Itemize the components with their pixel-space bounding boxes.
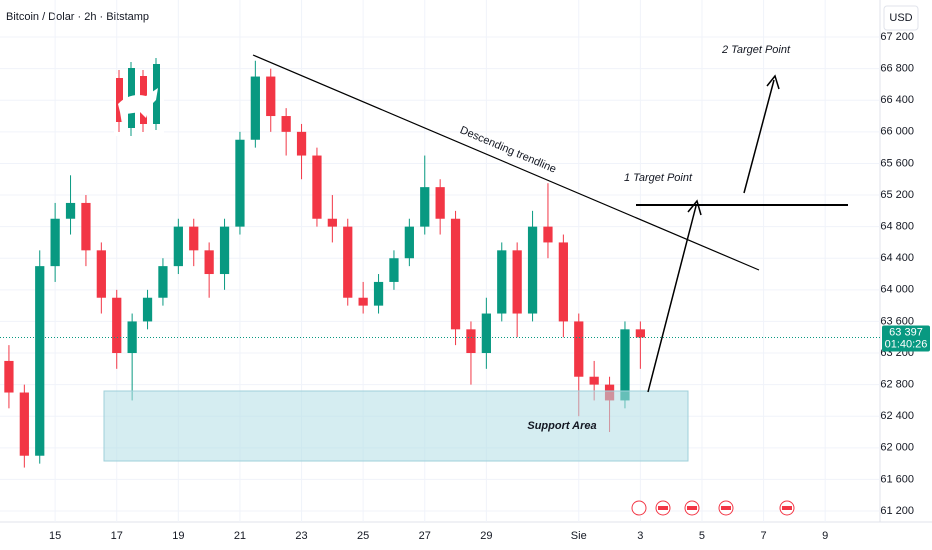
y-tick-label: 65 200 bbox=[880, 189, 914, 201]
y-tick-label: 65 600 bbox=[880, 157, 914, 169]
y-tick-label: 62 400 bbox=[880, 410, 914, 422]
candle-body bbox=[96, 250, 106, 298]
countdown-label: 01:40:26 bbox=[885, 338, 928, 350]
candle-body bbox=[527, 226, 538, 314]
candle-body bbox=[173, 226, 183, 267]
x-tick-label: 25 bbox=[357, 530, 369, 542]
candle-body bbox=[235, 139, 245, 227]
candle-body bbox=[435, 187, 445, 219]
candle-body bbox=[158, 266, 168, 298]
candle-body bbox=[142, 297, 153, 322]
y-tick-label: 61 600 bbox=[880, 473, 914, 485]
candle-body bbox=[420, 187, 430, 227]
candle-body bbox=[558, 242, 568, 322]
support-area bbox=[103, 390, 689, 462]
x-tick-label: Sie bbox=[571, 530, 587, 542]
arrow bbox=[647, 205, 697, 393]
x-tick-label: 23 bbox=[295, 530, 307, 542]
arrow-head bbox=[766, 74, 780, 90]
candle-body bbox=[450, 218, 461, 330]
candle-body bbox=[574, 321, 584, 377]
candle-body bbox=[389, 258, 399, 282]
y-tick-label: 67 200 bbox=[880, 31, 914, 43]
candle-body bbox=[312, 155, 322, 219]
event-icons bbox=[631, 500, 795, 516]
y-tick-label: 66 400 bbox=[880, 94, 914, 106]
candle-body bbox=[635, 329, 645, 338]
x-tick-label: 9 bbox=[822, 530, 828, 542]
x-tick-label: 19 bbox=[172, 530, 184, 542]
candle-body bbox=[189, 226, 199, 251]
candle-body bbox=[481, 313, 491, 354]
y-tick-label: 66 800 bbox=[880, 63, 914, 75]
arrow-head bbox=[687, 199, 702, 216]
x-tick-label: 15 bbox=[49, 530, 61, 542]
candle-body bbox=[589, 376, 599, 385]
last-price-label: 63 397 bbox=[889, 326, 923, 338]
y-tick-label: 63 600 bbox=[880, 315, 914, 327]
candle-body bbox=[35, 266, 45, 456]
y-tick-label: 66 000 bbox=[880, 126, 914, 138]
x-tick-label: 29 bbox=[480, 530, 492, 542]
candle-body bbox=[327, 218, 337, 227]
arrow bbox=[743, 79, 775, 194]
currency-button[interactable] bbox=[883, 5, 919, 31]
candle-body bbox=[343, 226, 353, 298]
candle-body bbox=[250, 76, 260, 140]
candle-body bbox=[358, 297, 368, 306]
candle-body bbox=[497, 250, 507, 314]
x-tick-label: 17 bbox=[111, 530, 123, 542]
y-tick-label: 61 200 bbox=[880, 505, 914, 517]
x-tick-label: 5 bbox=[699, 530, 705, 542]
candle-body bbox=[4, 360, 14, 393]
candle-body bbox=[296, 131, 307, 156]
candle-body bbox=[373, 281, 384, 306]
candle-body bbox=[543, 226, 553, 243]
candle-body bbox=[266, 76, 276, 117]
candle-body bbox=[19, 392, 29, 456]
candle-body bbox=[620, 329, 630, 401]
currency-label: USD bbox=[889, 12, 912, 24]
logo bbox=[114, 58, 164, 136]
candle-body bbox=[65, 202, 76, 219]
x-tick-label: 7 bbox=[761, 530, 767, 542]
candle-body bbox=[50, 218, 60, 267]
candle-body bbox=[281, 116, 291, 132]
candle-body bbox=[512, 250, 522, 314]
x-tick-label: 3 bbox=[637, 530, 643, 542]
target2-label: 2 Target Point bbox=[721, 44, 791, 56]
x-tick-label: 27 bbox=[419, 530, 431, 542]
candle-body bbox=[466, 329, 476, 354]
candle-body bbox=[112, 297, 122, 354]
candle-body bbox=[204, 250, 214, 275]
trendline bbox=[252, 54, 760, 271]
y-tick-label: 64 000 bbox=[880, 284, 914, 296]
y-tick-label: 64 800 bbox=[880, 221, 914, 233]
support-label: Support Area bbox=[527, 420, 596, 432]
x-tick-label: 21 bbox=[234, 530, 246, 542]
y-tick-label: 62 000 bbox=[880, 442, 914, 454]
candle-body bbox=[219, 226, 230, 275]
chart-title: Bitcoin / Dolar · 2h · Bitstamp bbox=[6, 11, 149, 23]
y-tick-label: 64 400 bbox=[880, 252, 914, 264]
candle-body bbox=[81, 202, 91, 251]
target1-label: 1 Target Point bbox=[624, 172, 693, 184]
y-tick-label: 62 800 bbox=[880, 379, 914, 391]
last-price-box bbox=[882, 325, 930, 352]
candle-body bbox=[404, 226, 414, 259]
